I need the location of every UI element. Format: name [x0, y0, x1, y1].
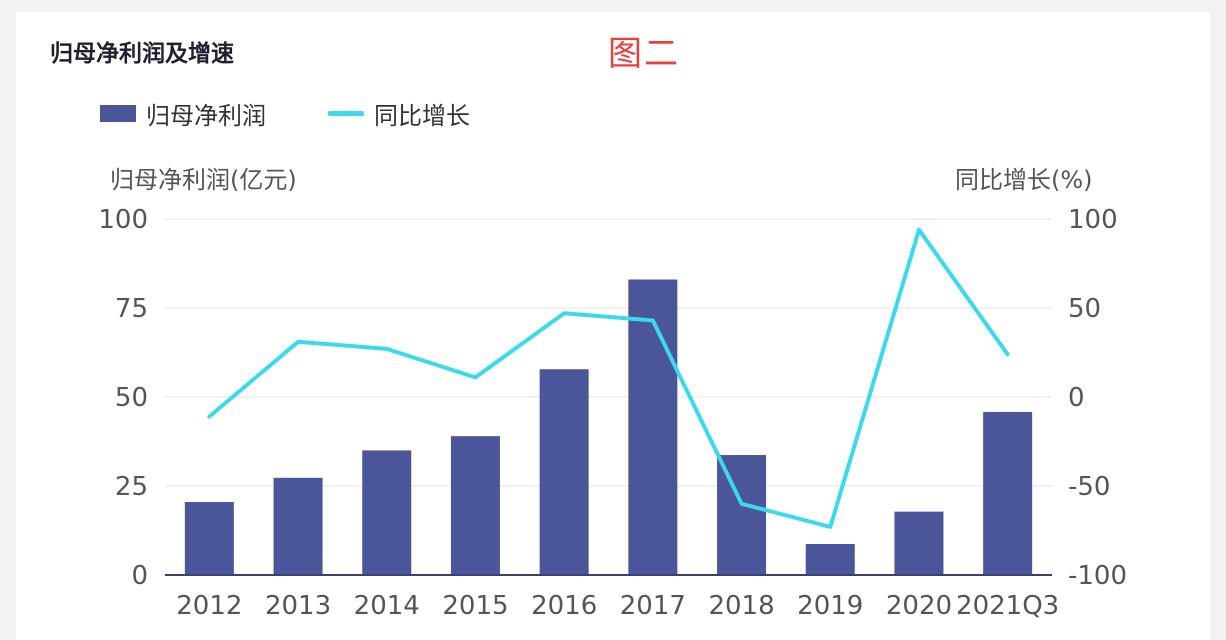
chart-title: 归母净利润及增速 — [50, 41, 234, 67]
x-tick-label: 2019 — [797, 591, 863, 621]
y-right-tick-label: 0 — [1068, 383, 1085, 413]
x-tick-label: 2020 — [886, 591, 952, 621]
bar-2021q3 — [983, 411, 1033, 575]
bar-2015 — [450, 436, 500, 575]
bar-swatch-icon — [100, 104, 136, 122]
bar-2013 — [273, 477, 323, 575]
figure-badge: 图二 — [608, 34, 680, 74]
bar-2016 — [539, 369, 589, 575]
x-tick-label: 2017 — [620, 591, 686, 621]
y-left-tick-label: 25 — [115, 472, 148, 502]
x-tick-label: 2014 — [354, 591, 420, 621]
y-right-tick-label: 50 — [1068, 294, 1101, 324]
x-tick-label: 2013 — [265, 591, 331, 621]
growth-line — [207, 227, 1010, 529]
bar-2019 — [805, 544, 855, 575]
x-tick-label: 2021Q3 — [956, 591, 1059, 621]
bar-2018 — [717, 455, 767, 575]
y-right-tick-label: -50 — [1068, 472, 1110, 502]
y-left-tick-label: 50 — [115, 383, 148, 413]
x-tick-label: 2018 — [708, 591, 774, 621]
y-left-tick-label: 100 — [98, 205, 148, 235]
y-left-tick-label: 75 — [115, 294, 148, 324]
line-swatch-icon — [328, 110, 364, 116]
bar-2017 — [628, 279, 678, 575]
y-left-tick-label: 0 — [131, 561, 148, 591]
legend-label-bar: 归母净利润 — [146, 101, 266, 130]
y-right-tick-label: -100 — [1068, 561, 1127, 591]
legend-item-line: 同比增长 — [328, 96, 470, 130]
x-tick-label: 2012 — [176, 591, 242, 621]
x-tick-label: 2015 — [442, 591, 508, 621]
legend-item-bar: 归母净利润 — [100, 96, 266, 130]
legend-label-line: 同比增长 — [374, 101, 470, 130]
bar-2014 — [362, 450, 412, 575]
x-tick-label: 2016 — [531, 591, 597, 621]
y-left-axis-title: 归母净利润(亿元) — [110, 166, 297, 194]
bar-2012 — [184, 502, 234, 575]
bar-2020 — [894, 511, 944, 575]
y-right-tick-label: 100 — [1068, 205, 1118, 235]
y-right-axis-title: 同比增长(%) — [955, 166, 1093, 194]
